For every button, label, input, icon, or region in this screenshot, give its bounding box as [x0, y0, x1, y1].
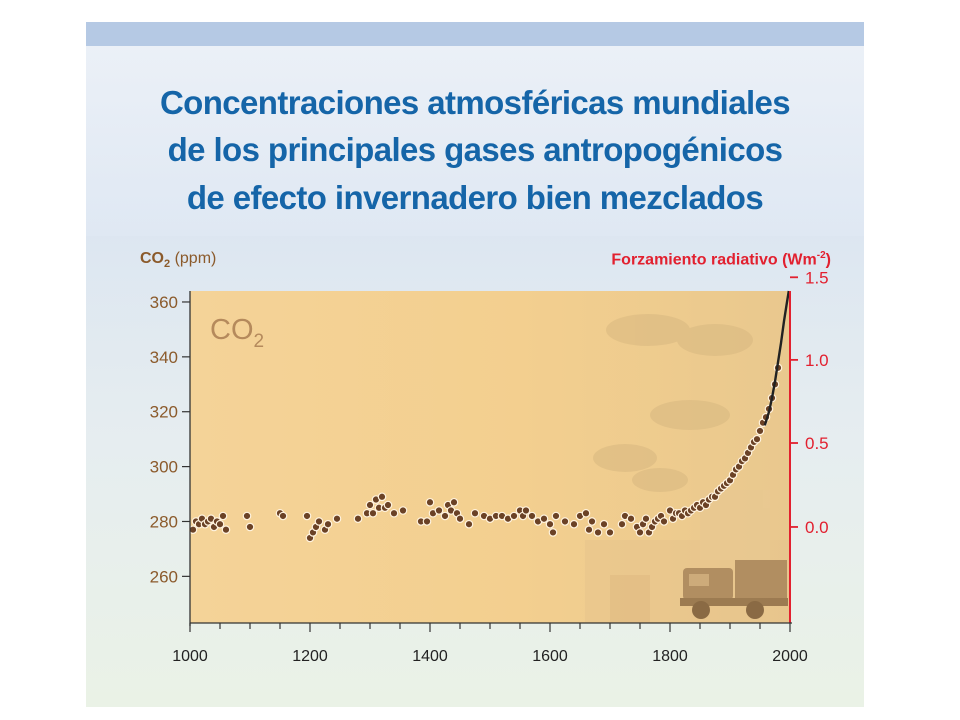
- data-point: [599, 519, 609, 529]
- smoke-cloud: [606, 314, 690, 346]
- x-tick-label: 1000: [172, 648, 208, 665]
- x-tick-label: 2000: [772, 648, 808, 665]
- y-tick-label-left: 320: [150, 403, 178, 422]
- y-tick-label-left: 360: [150, 293, 178, 312]
- title-line-1: Concentraciones atmosféricas mundiales: [159, 84, 791, 121]
- gas-label: CO2: [210, 314, 264, 352]
- data-point: [218, 511, 228, 521]
- data-lines: [763, 290, 790, 426]
- truck-icon: [680, 560, 788, 619]
- data-point: [455, 514, 465, 524]
- y-tick-label-left: 260: [150, 567, 178, 586]
- data-line: [763, 290, 790, 426]
- data-point: [398, 506, 408, 515]
- data-point: [581, 508, 591, 518]
- data-point: [332, 514, 342, 524]
- y-tick-label-left: 340: [150, 348, 178, 367]
- smoke-cloud: [650, 400, 730, 430]
- left-axis-label: CO2 (ppm): [140, 250, 217, 271]
- data-point: [368, 508, 378, 518]
- data-points: [188, 363, 783, 543]
- right-axis-label: Forzamiento radiativo (Wm-2): [611, 250, 831, 269]
- data-point: [641, 514, 651, 524]
- y-tick-label-left: 280: [150, 512, 178, 531]
- data-point: [383, 500, 393, 510]
- data-point: [245, 522, 255, 532]
- data-point: [527, 511, 537, 521]
- data-point: [425, 497, 435, 507]
- data-point: [422, 517, 432, 526]
- right-axis-ticks: 0.0 0.5 1.0 1.5: [790, 268, 829, 537]
- data-point: [242, 511, 252, 521]
- data-point: [584, 525, 594, 535]
- data-point: [323, 519, 333, 529]
- factory-window: [610, 575, 650, 623]
- smoke-cloud: [632, 468, 688, 492]
- data-point: [440, 511, 450, 521]
- data-point: [278, 511, 288, 521]
- left-axis-ticks: 260 280 300 320 340 360: [150, 293, 190, 586]
- data-point: [545, 519, 555, 529]
- data-point: [377, 492, 387, 502]
- data-point: [434, 506, 444, 515]
- data-point: [548, 528, 558, 537]
- x-tick-label: 1200: [292, 648, 328, 665]
- title-line-2: de los principales gases antropogénicos: [167, 131, 783, 168]
- data-point: [635, 528, 645, 537]
- smoke-cloud: [677, 324, 753, 356]
- data-point: [449, 497, 459, 507]
- data-point: [560, 517, 570, 526]
- data-point: [569, 519, 579, 529]
- title-box: Concentraciones atmosféricas mundiales d…: [86, 46, 864, 236]
- data-point: [302, 511, 312, 521]
- data-point: [605, 528, 615, 537]
- x-tick-label: 1600: [532, 648, 568, 665]
- data-point: [752, 434, 762, 444]
- data-point: [365, 500, 375, 510]
- data-point: [509, 511, 519, 521]
- y-tick-label-right: 0.5: [805, 434, 829, 453]
- x-tick-label: 1800: [652, 648, 688, 665]
- header-band: [86, 22, 864, 46]
- data-point: [539, 514, 549, 524]
- data-point: [221, 525, 231, 535]
- y-tick-label-right: 1.5: [805, 268, 829, 287]
- data-point: [626, 514, 636, 524]
- y-tick-label-right: 0.0: [805, 518, 829, 537]
- data-point: [464, 519, 474, 529]
- data-point: [470, 508, 480, 518]
- data-point: [314, 517, 324, 526]
- data-point: [593, 528, 603, 537]
- data-point: [659, 517, 669, 526]
- y-tick-label-left: 300: [150, 458, 178, 477]
- x-axis-ticks: 1000 1200 1400 1600 1800 2000: [172, 623, 808, 665]
- data-point: [353, 514, 363, 524]
- y-tick-label-right: 1.0: [805, 351, 829, 370]
- data-point: [755, 426, 765, 436]
- data-point: [587, 517, 597, 526]
- data-point: [389, 508, 399, 518]
- data-point: [188, 525, 198, 535]
- data-point: [617, 519, 627, 529]
- data-point: [521, 506, 531, 515]
- data-point: [215, 519, 225, 529]
- title-line-3: de efecto invernadero bien mezclados: [186, 179, 764, 216]
- x-tick-label: 1400: [412, 648, 448, 665]
- smoke-cloud: [593, 444, 657, 472]
- data-point: [551, 511, 561, 521]
